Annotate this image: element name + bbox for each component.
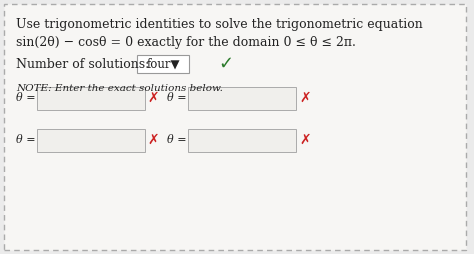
Text: ✗: ✗ xyxy=(147,133,159,147)
FancyBboxPatch shape xyxy=(4,4,466,250)
Text: sin(2θ) − cosθ = 0 exactly for the domain 0 ≤ θ ≤ 2π.: sin(2θ) − cosθ = 0 exactly for the domai… xyxy=(16,36,356,49)
Text: ✗: ✗ xyxy=(299,133,311,147)
Text: θ =: θ = xyxy=(167,93,187,103)
Text: ✗: ✗ xyxy=(299,91,311,105)
FancyBboxPatch shape xyxy=(137,55,189,73)
Text: NOTE: Enter the exact solutions below.: NOTE: Enter the exact solutions below. xyxy=(16,84,223,93)
FancyBboxPatch shape xyxy=(37,87,146,109)
FancyBboxPatch shape xyxy=(189,129,297,151)
Text: ✓: ✓ xyxy=(218,55,233,73)
Text: Number of solutions:: Number of solutions: xyxy=(16,58,149,71)
Text: Use trigonometric identities to solve the trigonometric equation: Use trigonometric identities to solve th… xyxy=(16,18,423,31)
FancyBboxPatch shape xyxy=(189,87,297,109)
Text: θ =: θ = xyxy=(167,135,187,145)
FancyBboxPatch shape xyxy=(37,129,146,151)
Text: θ =: θ = xyxy=(16,135,36,145)
Text: four▼: four▼ xyxy=(146,57,180,71)
Text: ✗: ✗ xyxy=(147,91,159,105)
Text: θ =: θ = xyxy=(16,93,36,103)
